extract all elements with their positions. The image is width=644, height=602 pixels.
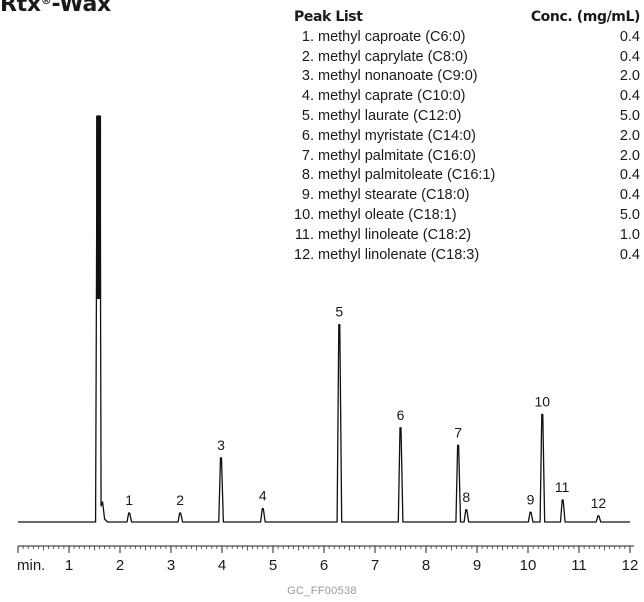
compound-name: methyl caprate (C10:0) bbox=[318, 88, 466, 105]
x-tick-label: 6 bbox=[320, 557, 328, 574]
peak-list-item: 8. methyl palmitoleate (C16:1) 0.4 bbox=[294, 166, 640, 186]
compound-name: methyl linoleate (C18:2) bbox=[318, 226, 472, 243]
peak-list-item: 11. methyl linoleate (C18:2) 1.0 bbox=[294, 226, 640, 246]
compound-concentration: 5.0 bbox=[619, 206, 640, 223]
compound-concentration: 0.4 bbox=[619, 88, 640, 105]
peak-list-item: 7. methyl palmitate (C16:0) 2.0 bbox=[294, 147, 640, 167]
compound-concentration: 0.4 bbox=[619, 187, 640, 204]
peak-number: 7. bbox=[301, 147, 314, 164]
peak-label: 7 bbox=[454, 424, 462, 440]
peak-label: 1 bbox=[125, 492, 133, 508]
x-tick-label: 7 bbox=[371, 557, 379, 574]
x-tick-label: 3 bbox=[167, 557, 175, 574]
peak-label: 12 bbox=[591, 495, 607, 511]
compound-name: methyl caproate (C6:0) bbox=[318, 28, 466, 45]
x-tick-label: 8 bbox=[422, 557, 430, 574]
compound-name: methyl laurate (C12:0) bbox=[318, 107, 462, 124]
x-tick-label: 11 bbox=[571, 557, 587, 574]
x-tick-label: 10 bbox=[520, 557, 537, 574]
compound-concentration: 5.0 bbox=[619, 107, 640, 124]
peak-list: Peak List Conc. (mg/mL) 1. methyl caproat… bbox=[294, 8, 640, 265]
peak-list-header: Peak List Conc. (mg/mL) bbox=[294, 8, 640, 28]
x-axis-label: min. bbox=[17, 557, 45, 574]
x-tick-label: 2 bbox=[116, 557, 124, 574]
compound-concentration: 2.0 bbox=[619, 68, 640, 85]
x-tick-label: 9 bbox=[473, 557, 481, 574]
peak-list-item: 1. methyl caproate (C6:0) 0.4 bbox=[294, 28, 640, 48]
peak-list-header-name: Peak List bbox=[294, 9, 363, 25]
compound-name: methyl stearate (C18:0) bbox=[318, 187, 470, 204]
compound-concentration: 0.4 bbox=[619, 28, 640, 45]
peak-label: 4 bbox=[259, 488, 267, 504]
peak-list-item: 10. methyl oleate (C18:1) 5.0 bbox=[294, 206, 640, 226]
peak-list-item: 9. methyl stearate (C18:0) 0.4 bbox=[294, 186, 640, 206]
peak-number: 1. bbox=[301, 28, 314, 45]
peak-number: 4. bbox=[301, 88, 314, 105]
peak-label: 5 bbox=[335, 304, 343, 320]
compound-name: methyl myristate (C14:0) bbox=[318, 127, 476, 144]
peak-number: 11. bbox=[294, 226, 314, 243]
peak-number: 9. bbox=[301, 187, 314, 204]
peak-list-header-conc: Conc. (mg/mL) bbox=[530, 9, 641, 25]
compound-name: methyl caprylate (C8:0) bbox=[318, 48, 468, 65]
compound-concentration: 2.0 bbox=[619, 147, 640, 164]
chromatogram-trace bbox=[18, 115, 630, 523]
peak-number: 2. bbox=[301, 48, 314, 65]
compound-concentration: 0.4 bbox=[619, 48, 640, 65]
peak-label: 9 bbox=[527, 491, 535, 507]
peak-list-item: 4. methyl caprate (C10:0) 0.4 bbox=[294, 87, 640, 107]
solvent-peak-bar bbox=[96, 116, 102, 299]
peak-number: 3. bbox=[301, 68, 314, 85]
peak-number: 6. bbox=[301, 127, 314, 144]
peak-number: 5. bbox=[301, 107, 314, 124]
compound-concentration: 1.0 bbox=[619, 226, 640, 243]
compound-name: methyl palmitate (C16:0) bbox=[318, 147, 476, 164]
compound-name: methyl oleate (C18:1) bbox=[318, 206, 457, 223]
peak-label: 2 bbox=[176, 492, 184, 508]
compound-concentration: 2.0 bbox=[619, 127, 640, 144]
peak-number: 12. bbox=[294, 246, 315, 263]
peak-label: 6 bbox=[397, 407, 405, 423]
compound-name: methyl nonanoate (C9:0) bbox=[318, 68, 478, 85]
x-tick-label: 4 bbox=[218, 557, 226, 574]
peak-label: 8 bbox=[462, 489, 470, 505]
compound-name: methyl palmitoleate (C16:1) bbox=[318, 167, 496, 184]
peak-number: 8. bbox=[301, 167, 314, 184]
chart-title: Rtx®-Wax bbox=[0, 0, 111, 17]
peak-number: 10. bbox=[294, 206, 315, 223]
peak-list-item: 3. methyl nonanoate (C9:0) 2.0 bbox=[294, 67, 640, 87]
figure-code: GC_FF00538 bbox=[287, 585, 357, 597]
peak-list-item: 2. methyl caprylate (C8:0) 0.4 bbox=[294, 48, 640, 68]
peak-label: 3 bbox=[217, 437, 225, 453]
x-tick-label: 5 bbox=[269, 557, 277, 574]
peak-label: 11 bbox=[555, 479, 570, 495]
x-tick-label: 12 bbox=[622, 557, 639, 574]
compound-concentration: 0.4 bbox=[619, 246, 640, 263]
x-tick-label: 1 bbox=[65, 557, 73, 574]
peak-list-item: 6. methyl myristate (C14:0) 2.0 bbox=[294, 127, 640, 147]
registered-mark: ® bbox=[40, 0, 52, 7]
peak-list-item: 12. methyl linolenate (C18:3) 0.4 bbox=[294, 246, 640, 266]
peak-list-item: 5. methyl laurate (C12:0) 5.0 bbox=[294, 107, 640, 127]
compound-name: methyl linolenate (C18:3) bbox=[318, 246, 480, 263]
compound-concentration: 0.4 bbox=[619, 167, 640, 184]
peak-label: 10 bbox=[534, 393, 550, 409]
